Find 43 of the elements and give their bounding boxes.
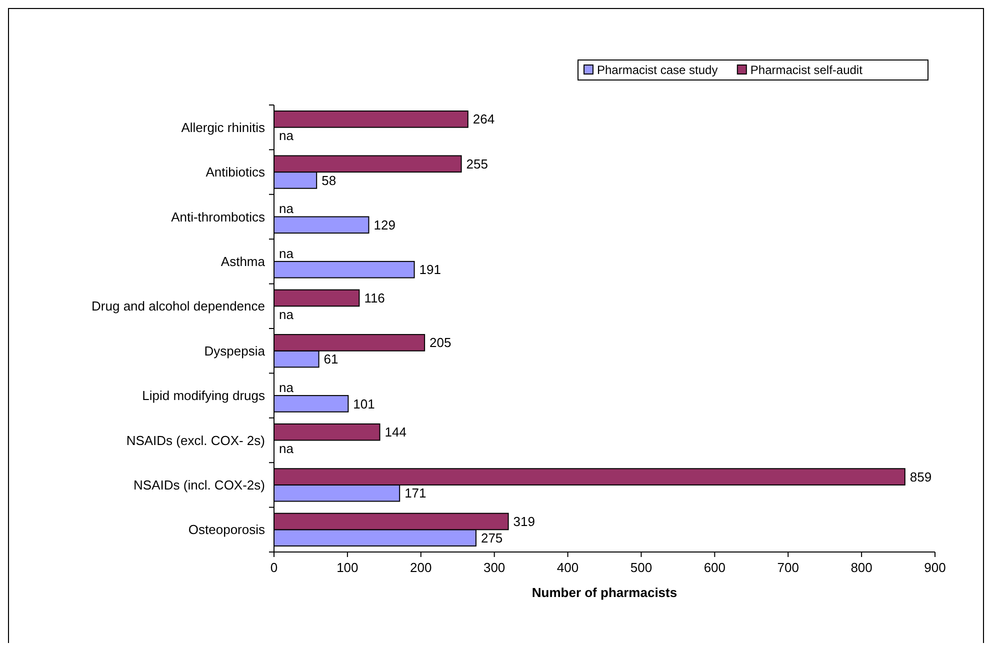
y-tick-label: Osteoporosis [188, 522, 266, 538]
x-tick-label: 300 [483, 560, 506, 575]
text: na [279, 306, 294, 322]
y-tick-label: Lipid modifying drugs [142, 388, 266, 404]
data-label: 275 [480, 530, 503, 546]
data-label: 859 [910, 469, 932, 484]
text: na [279, 128, 294, 144]
text: na [279, 201, 294, 216]
data-label: 144 [384, 424, 406, 440]
data-label: 101 [353, 396, 375, 412]
data-label: 319 [513, 514, 535, 530]
y-tick-label: Anti-thrombotics [171, 209, 266, 224]
x-tick-label: 100 [336, 560, 358, 575]
text: na [279, 440, 294, 456]
x-tick-label: 600 [704, 560, 726, 575]
data-label: 61 [324, 352, 338, 367]
x-tick-label: 900 [924, 560, 946, 575]
data-label: 116 [364, 290, 385, 306]
y-tick-label: Asthma [220, 254, 266, 269]
y-tick-label: Drug and alcohol dependence [92, 298, 265, 314]
text: na [279, 246, 294, 261]
y-tick-label: Antibiotics [206, 164, 266, 180]
data-label: 171 [404, 486, 426, 501]
legend-label: Pharmacist self-audit [750, 63, 864, 78]
data-label: 264 [472, 112, 495, 127]
x-tick-label: 700 [777, 560, 799, 575]
data-label: 205 [430, 335, 452, 350]
x-tick-label: 800 [850, 560, 872, 575]
data-label: 58 [322, 172, 336, 188]
data-label: 129 [374, 217, 396, 232]
y-tick-label: Allergic rhinitis [181, 120, 266, 135]
data-label: 191 [419, 262, 441, 278]
x-tick-label: 400 [556, 560, 579, 575]
x-axis-title: Number of pharmacists [532, 585, 678, 600]
x-tick-label: 0 [270, 560, 278, 575]
text: na [279, 380, 294, 395]
legend-label: Pharmacist case study [597, 63, 718, 78]
data-label: 255 [466, 156, 488, 172]
y-tick-label: Dyspepsia [204, 343, 266, 358]
y-tick-label: NSAIDs (incl. COX-2s) [134, 478, 265, 492]
y-tick-label: NSAIDs (excl. COX- 2s) [126, 432, 265, 448]
x-tick-label: 500 [630, 560, 652, 575]
x-tick-label: 200 [410, 560, 432, 575]
